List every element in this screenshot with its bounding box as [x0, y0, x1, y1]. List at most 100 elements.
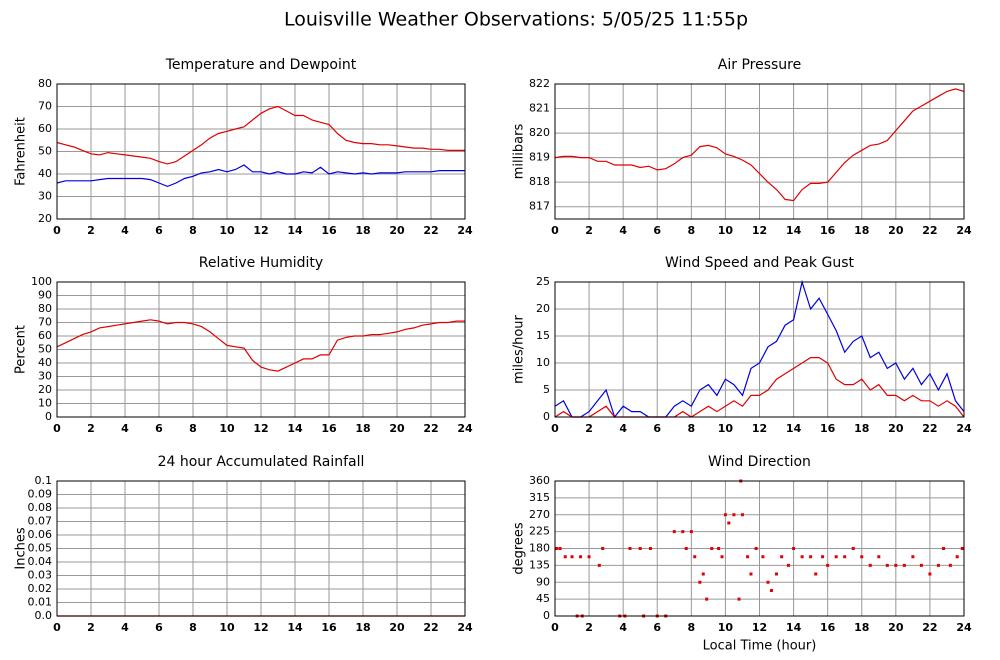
data-point: [834, 555, 838, 559]
x-tick-label: 0: [551, 422, 559, 435]
y-tick-label: 60: [38, 329, 52, 342]
x-tick-label: 2: [585, 422, 593, 435]
x-tick-label: 6: [155, 224, 163, 237]
x-tick-label: 24: [956, 621, 972, 634]
data-point: [960, 547, 964, 550]
data-point: [693, 555, 697, 559]
y-tick-label: 5: [543, 383, 550, 396]
y-tick-label: 315: [529, 491, 550, 504]
x-tick-label: 20: [389, 621, 405, 634]
x-tick-label: 24: [457, 224, 473, 237]
y-tick-label: 0.02: [28, 582, 53, 595]
x-tick-label: 24: [956, 422, 972, 435]
data-point: [919, 563, 923, 567]
x-tick-label: 6: [653, 224, 661, 237]
x-tick-label: 2: [87, 422, 95, 435]
x-tick-label: 18: [355, 422, 370, 435]
data-point: [601, 547, 605, 550]
data-point: [672, 530, 676, 534]
x-tick-label: 20: [888, 621, 904, 634]
x-tick-label: 6: [653, 422, 661, 435]
data-point: [727, 521, 731, 525]
x-tick-label: 8: [688, 621, 696, 634]
y-tick-label: 0.08: [28, 501, 53, 514]
y-axis-label: Fahrenheit: [14, 117, 29, 186]
data-point: [587, 555, 591, 559]
plot-frame: [554, 480, 965, 617]
y-tick-label: 0: [543, 410, 550, 423]
data-point: [597, 563, 601, 567]
data-line: [56, 164, 465, 188]
data-point: [775, 572, 779, 576]
y-tick-label: 822: [529, 77, 550, 90]
y-tick-label: 0.01: [28, 596, 53, 609]
panel-title: Temperature and Dewpoint: [165, 57, 357, 73]
data-line: [56, 105, 465, 165]
x-tick-label: 12: [253, 422, 268, 435]
data-point: [558, 547, 562, 550]
x-axis-label: Local Time (hour): [703, 639, 817, 654]
y-tick-label: 0.1: [35, 474, 53, 487]
data-point: [800, 555, 804, 559]
x-tick-label: 18: [854, 422, 869, 435]
x-tick-label: 14: [287, 224, 303, 237]
data-point: [868, 563, 872, 567]
data-point: [911, 555, 915, 559]
data-point: [705, 597, 709, 601]
data-point: [792, 547, 796, 550]
y-tick-label: 819: [529, 151, 550, 164]
x-tick-label: 0: [53, 621, 61, 634]
x-tick-label: 12: [253, 224, 268, 237]
x-tick-label: 6: [155, 422, 163, 435]
y-tick-label: 20: [38, 212, 52, 225]
data-point: [579, 555, 583, 559]
data-point: [942, 547, 946, 550]
data-point: [948, 563, 952, 567]
x-tick-label: 12: [752, 224, 767, 237]
y-tick-label: 70: [38, 316, 52, 329]
data-point: [717, 547, 721, 550]
y-tick-label: 70: [38, 100, 52, 113]
data-point: [885, 563, 889, 567]
data-point: [737, 597, 741, 601]
x-tick-label: 4: [121, 422, 129, 435]
plot-frame: [554, 83, 965, 220]
x-tick-label: 24: [457, 422, 473, 435]
data-point: [766, 580, 770, 584]
y-tick-label: 270: [529, 508, 550, 521]
x-tick-label: 18: [355, 621, 370, 634]
data-point: [928, 572, 932, 576]
x-tick-label: 14: [786, 224, 802, 237]
x-tick-label: 24: [956, 224, 972, 237]
y-tick-label: 50: [38, 343, 52, 356]
data-point: [786, 563, 790, 567]
y-tick-label: 15: [536, 329, 550, 342]
x-tick-label: 14: [786, 621, 802, 634]
data-line: [554, 279, 965, 419]
y-tick-label: 135: [529, 558, 550, 571]
x-tick-label: 18: [355, 224, 370, 237]
x-tick-label: 4: [121, 621, 129, 634]
plot-frame: [554, 281, 965, 418]
data-point: [809, 555, 813, 559]
x-tick-label: 16: [820, 422, 836, 435]
y-tick-label: 40: [38, 167, 52, 180]
data-point: [749, 572, 753, 576]
x-tick-label: 2: [87, 224, 95, 237]
x-tick-label: 10: [718, 224, 734, 237]
y-tick-label: 45: [536, 592, 550, 605]
data-line: [56, 319, 465, 372]
x-tick-label: 20: [389, 422, 405, 435]
y-tick-label: 0: [45, 410, 52, 423]
y-tick-label: 225: [529, 525, 550, 538]
y-tick-label: 50: [38, 145, 52, 158]
y-tick-label: 0.03: [28, 569, 53, 582]
y-tick-label: 360: [529, 474, 550, 487]
x-tick-label: 12: [752, 422, 767, 435]
y-tick-label: 0.09: [28, 488, 53, 501]
x-tick-label: 14: [287, 422, 303, 435]
y-axis-label: Inches: [14, 527, 29, 569]
data-point: [826, 563, 830, 567]
x-tick-label: 10: [219, 224, 235, 237]
y-axis-label: Percent: [14, 325, 29, 374]
